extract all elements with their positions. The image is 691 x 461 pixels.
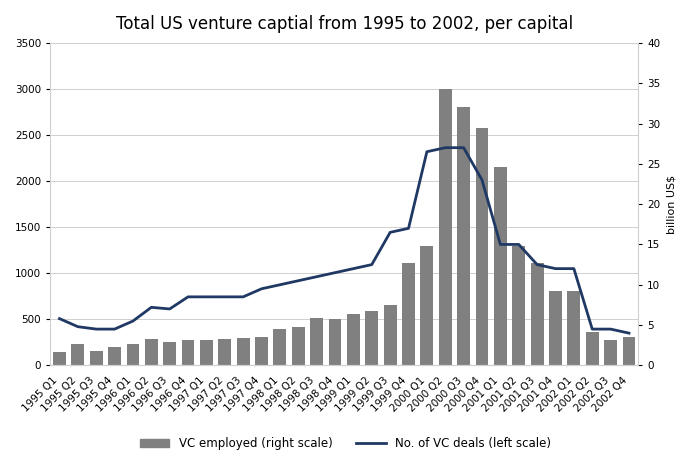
Bar bbox=[457, 107, 470, 366]
Bar bbox=[384, 306, 397, 366]
Bar bbox=[218, 339, 231, 366]
Bar bbox=[439, 89, 452, 366]
Bar bbox=[549, 291, 562, 366]
Bar bbox=[531, 263, 544, 366]
Bar bbox=[292, 327, 305, 366]
Bar bbox=[623, 337, 636, 366]
Title: Total US venture captial from 1995 to 2002, per capital: Total US venture captial from 1995 to 20… bbox=[115, 15, 573, 33]
Bar bbox=[90, 351, 103, 366]
Bar bbox=[182, 340, 194, 366]
Legend: VC employed (right scale), No. of VC deals (left scale): VC employed (right scale), No. of VC dea… bbox=[135, 433, 556, 455]
Bar bbox=[604, 340, 617, 366]
Bar bbox=[108, 347, 121, 366]
Bar bbox=[475, 128, 489, 366]
Bar bbox=[255, 337, 268, 366]
Bar bbox=[366, 311, 378, 366]
Bar bbox=[53, 352, 66, 366]
Bar bbox=[163, 343, 176, 366]
Bar bbox=[494, 167, 507, 366]
Bar bbox=[586, 332, 598, 366]
Bar bbox=[274, 330, 286, 366]
Bar bbox=[310, 319, 323, 366]
Bar bbox=[237, 338, 249, 366]
Bar bbox=[402, 263, 415, 366]
Bar bbox=[200, 340, 213, 366]
Y-axis label: billion US$: billion US$ bbox=[666, 175, 676, 234]
Bar bbox=[420, 246, 433, 366]
Bar bbox=[126, 344, 140, 366]
Bar bbox=[329, 319, 341, 366]
Bar bbox=[71, 344, 84, 366]
Bar bbox=[567, 291, 580, 366]
Bar bbox=[512, 246, 525, 366]
Bar bbox=[145, 339, 158, 366]
Bar bbox=[347, 314, 360, 366]
